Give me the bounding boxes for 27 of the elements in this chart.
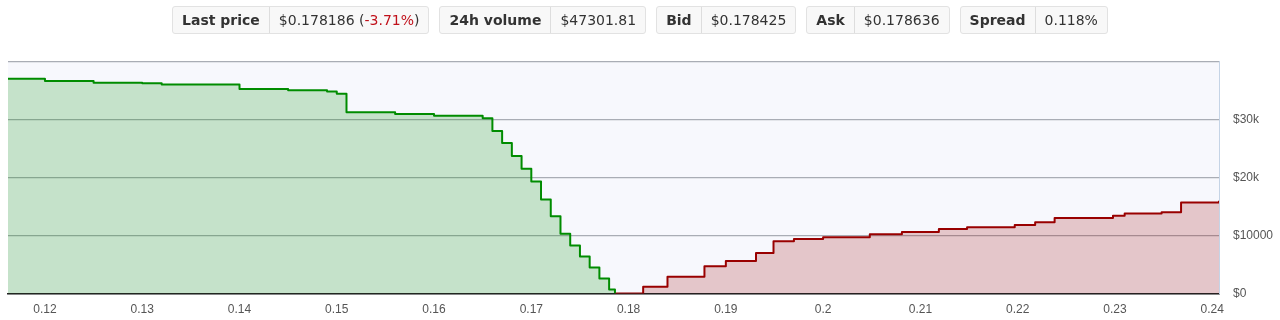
x-tick-label: 0.18 [616, 302, 641, 317]
y-tick-label: $20k [1233, 169, 1261, 184]
x-tick-label: 0.2 [814, 302, 832, 317]
x-tick-label: 0.13 [130, 302, 155, 317]
x-tick-label: 0.21 [908, 302, 933, 317]
x-tick-label: 0.16 [422, 302, 447, 317]
text: Last price [173, 7, 270, 33]
x-tick-label: 0.17 [519, 302, 544, 317]
text: Ask [807, 7, 855, 33]
text: Spread [960, 7, 1036, 33]
x-tick-label: 0.12 [33, 302, 57, 317]
text: $0.178186 (-3.71%) [277, 11, 421, 30]
text: $0.178425 [709, 11, 788, 30]
x-tick-label: 0.23 [1103, 302, 1127, 317]
x-tick-label: 0.14 [227, 302, 252, 317]
x-tick-label: 0.22 [1005, 302, 1030, 317]
y-tick-label: $30k [1233, 111, 1261, 126]
x-tick-label: 0.15 [325, 302, 349, 317]
y-tick-label: $0 [1233, 285, 1247, 300]
text: $47301.81 [559, 11, 638, 30]
text: 24h volume [440, 7, 552, 33]
y-tick-label: $10000 [1233, 227, 1274, 242]
x-tick-label: 0.19 [714, 302, 738, 317]
text: 0.118% [1043, 11, 1099, 30]
text: Bid [657, 7, 702, 33]
text: $0.178636 [862, 11, 941, 30]
x-tick-label: 0.24 [1200, 302, 1225, 317]
